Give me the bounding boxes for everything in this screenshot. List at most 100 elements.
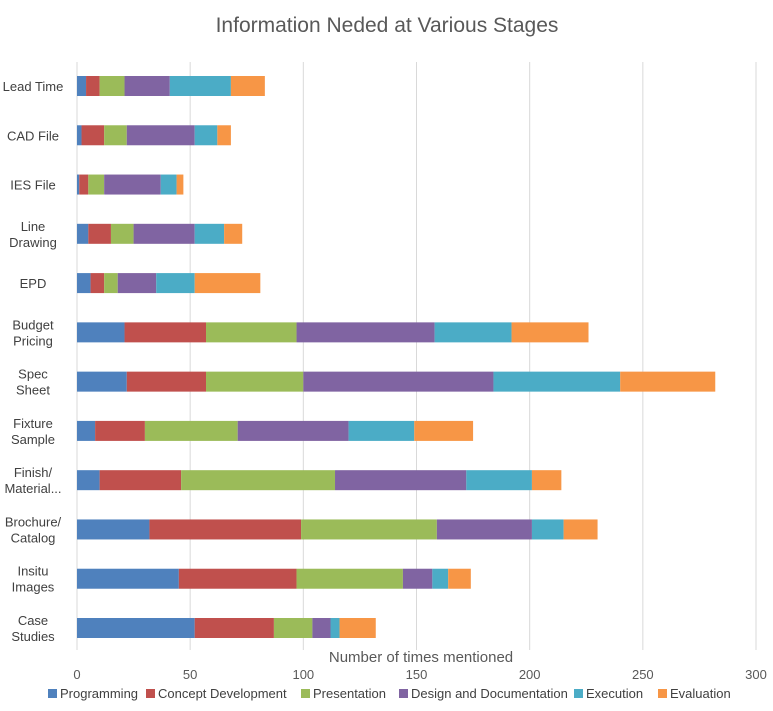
bar-segment bbox=[402, 568, 433, 589]
bar-segment bbox=[99, 470, 182, 491]
legend-swatch bbox=[48, 689, 57, 698]
x-tick-label: 0 bbox=[73, 667, 80, 682]
x-tick-label: 200 bbox=[519, 667, 541, 682]
x-tick-labels: 0 50 100 150 200 250 300 bbox=[73, 667, 766, 682]
bar-segment bbox=[448, 568, 471, 589]
bar-segment bbox=[434, 322, 512, 343]
bar-segment bbox=[466, 470, 532, 491]
category-label: Catalog bbox=[11, 530, 56, 545]
legend-item: Presentation bbox=[301, 686, 386, 701]
legend: Programming Concept Development Presentati… bbox=[48, 686, 731, 701]
bar-segment bbox=[493, 371, 621, 392]
bar-segment bbox=[104, 174, 161, 195]
bar-segment bbox=[301, 519, 437, 540]
category-label: Spec bbox=[18, 367, 48, 382]
category-label: Material... bbox=[4, 481, 61, 496]
legend-swatch bbox=[399, 689, 408, 698]
category-label: Budget bbox=[12, 317, 54, 332]
bar-segment bbox=[156, 273, 195, 294]
bar-segment bbox=[206, 371, 304, 392]
legend-label: Evaluation bbox=[670, 686, 731, 701]
x-tick-label: 50 bbox=[183, 667, 197, 682]
bar-segment bbox=[339, 618, 376, 638]
bar-segment bbox=[296, 568, 403, 589]
bar-segment bbox=[77, 568, 179, 589]
bar-segment bbox=[194, 273, 261, 294]
bar-segment bbox=[273, 618, 313, 638]
category-label: Fixture bbox=[13, 416, 53, 431]
bar-segment bbox=[126, 371, 207, 392]
bar-segment bbox=[95, 420, 145, 441]
category-label: Sheet bbox=[16, 383, 50, 398]
x-tick-label: 250 bbox=[632, 667, 654, 682]
x-axis-label: Number of times mentioned bbox=[329, 649, 513, 666]
bar-segment bbox=[77, 519, 150, 540]
bar-segment bbox=[312, 618, 331, 638]
bar-segment bbox=[194, 223, 225, 244]
category-label: Drawing bbox=[9, 235, 57, 250]
bar-segment bbox=[133, 223, 195, 244]
bar-segment bbox=[330, 618, 340, 638]
chart-title: Information Neded at Various Stages bbox=[216, 14, 559, 37]
bar-segment bbox=[432, 568, 449, 589]
bar-segment bbox=[77, 420, 96, 441]
bar-segment bbox=[217, 125, 231, 146]
bar-segment bbox=[110, 223, 134, 244]
bar-segment bbox=[176, 174, 184, 195]
category-label: IES File bbox=[10, 178, 56, 193]
legend-item: Design and Documentation bbox=[399, 686, 568, 701]
x-tick-label: 100 bbox=[292, 667, 314, 682]
category-label: Images bbox=[12, 580, 55, 595]
bar-segment bbox=[77, 223, 89, 244]
bar-segment bbox=[104, 125, 127, 146]
legend-item: Concept Development bbox=[146, 686, 287, 701]
x-tick-label: 150 bbox=[406, 667, 428, 682]
bar-segment bbox=[230, 76, 265, 96]
bar-segment bbox=[77, 371, 127, 392]
category-label: Pricing bbox=[13, 333, 53, 348]
bar-segment bbox=[169, 76, 231, 96]
bar-segment bbox=[511, 322, 589, 343]
bar-segment bbox=[206, 322, 297, 343]
bar-segment bbox=[77, 273, 91, 294]
bar-segment bbox=[77, 125, 82, 146]
bar-segment bbox=[620, 371, 716, 392]
category-label: Finish/ bbox=[14, 465, 53, 480]
bar-segment bbox=[144, 420, 238, 441]
category-label: Studies bbox=[11, 629, 55, 644]
bar-segment bbox=[124, 322, 207, 343]
bar-segment bbox=[81, 125, 105, 146]
legend-item: Evaluation bbox=[658, 686, 731, 701]
legend-label: Design and Documentation bbox=[411, 686, 568, 701]
bar-segment bbox=[348, 420, 415, 441]
legend-item: Execution bbox=[574, 686, 643, 701]
legend-swatch bbox=[574, 689, 583, 698]
legend-label: Concept Development bbox=[158, 686, 287, 701]
legend-swatch bbox=[301, 689, 310, 698]
bar-segment bbox=[104, 273, 118, 294]
legend-label: Programming bbox=[60, 686, 138, 701]
bar-segment bbox=[126, 125, 195, 146]
bar-segment bbox=[99, 76, 125, 96]
bar-segment bbox=[296, 322, 435, 343]
legend-label: Execution bbox=[586, 686, 643, 701]
bar-segment bbox=[77, 470, 100, 491]
legend-swatch bbox=[658, 689, 667, 698]
category-label: Insitu bbox=[17, 564, 48, 579]
category-label: Line bbox=[21, 219, 46, 234]
bar-segment bbox=[160, 174, 177, 195]
bar-segment bbox=[414, 420, 474, 441]
bar-segment bbox=[563, 519, 598, 540]
bar-segment bbox=[224, 223, 243, 244]
bar-segment bbox=[117, 273, 157, 294]
x-tick-label: 300 bbox=[745, 667, 767, 682]
category-label: Sample bbox=[11, 432, 55, 447]
category-label: Case bbox=[18, 613, 48, 628]
legend-item: Programming bbox=[48, 686, 138, 701]
category-label: EPD bbox=[20, 276, 47, 291]
bar-segment bbox=[79, 174, 89, 195]
bar-segment bbox=[194, 125, 218, 146]
bar-segment bbox=[303, 371, 494, 392]
legend-label: Presentation bbox=[313, 686, 386, 701]
